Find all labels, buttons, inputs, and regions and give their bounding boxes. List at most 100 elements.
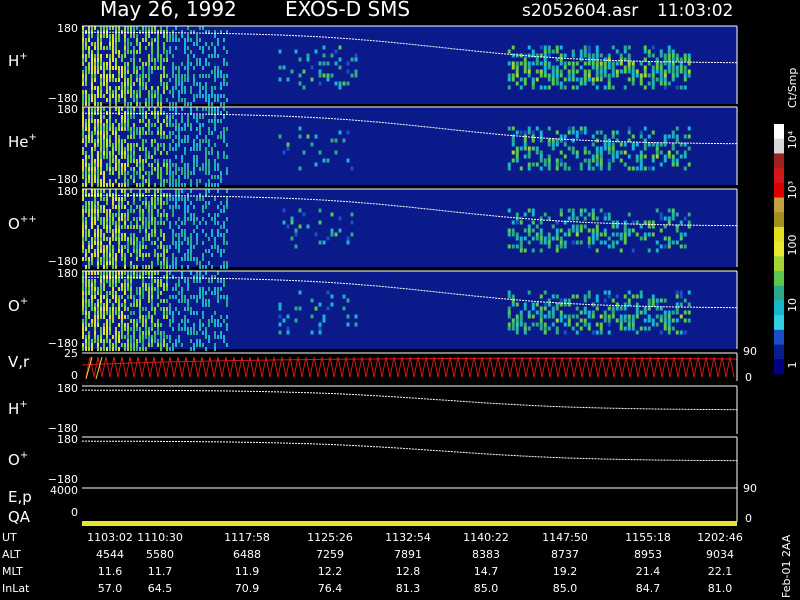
colorbar-swatch bbox=[774, 124, 784, 140]
ephemeris-cell: −74.4 bbox=[703, 598, 737, 600]
ephemeris-cell: 14.7 bbox=[474, 565, 499, 578]
label-vr-base: V bbox=[8, 353, 19, 371]
tick-bottom-o-plus-plus: −180 bbox=[48, 255, 78, 268]
ephemeris-cell: 57.0 bbox=[98, 582, 123, 595]
tick-top-o-plus: 180 bbox=[57, 267, 78, 280]
ephemeris-cell: 7891 bbox=[394, 548, 422, 561]
ep-ytick: 4000 bbox=[50, 484, 78, 497]
ephemeris-cell: 1132:54 bbox=[385, 531, 431, 544]
panel-o-plus: 180 −180 O+ bbox=[8, 267, 738, 351]
ephemeris-cell: −80.2 bbox=[631, 598, 665, 600]
ephemeris-cell: 70.9 bbox=[235, 582, 260, 595]
ephemeris-cell: −83.8 bbox=[469, 598, 503, 600]
ephemeris-row-label: MLT bbox=[2, 565, 23, 578]
plot-instrument: EXOS-D SMS bbox=[285, 0, 410, 21]
panel-o-line: 180 −180 O+ bbox=[8, 433, 738, 486]
colorbar-swatch bbox=[774, 138, 784, 154]
ephemeris-cell: 1155:18 bbox=[625, 531, 671, 544]
ephemeris-cell: 21.4 bbox=[636, 565, 661, 578]
colorbar-swatch bbox=[774, 315, 784, 331]
plot-time: 11:03:02 bbox=[657, 1, 733, 21]
ephemeris-cell: 76.4 bbox=[318, 582, 343, 595]
ephemeris-cell: −62.2 bbox=[230, 598, 264, 600]
panel-background-o-plus-plus bbox=[82, 189, 737, 267]
ephemeris-cell: 7259 bbox=[316, 548, 344, 561]
panel-background-h-plus bbox=[82, 26, 737, 104]
ephemeris-cell: 8737 bbox=[551, 548, 579, 561]
tick-top-h-plus: 180 bbox=[57, 22, 78, 35]
label-o-plus-plus-sup: ++ bbox=[20, 214, 37, 225]
colorbar-swatch bbox=[774, 197, 784, 213]
colorbar-swatch bbox=[774, 359, 784, 375]
colorbar-tick: 10⁴ bbox=[786, 130, 799, 149]
label-he-plus-sup: + bbox=[29, 132, 37, 143]
colorbar-swatch bbox=[774, 271, 784, 287]
ephemeris-table: UT 1103:02 1110:30 1117:58 1125:26 1132:54 114… bbox=[2, 531, 743, 600]
tick-bottom-o-plus: −180 bbox=[48, 337, 78, 350]
colorbar-swatch bbox=[774, 182, 784, 199]
qa-right-tick: 0 bbox=[745, 512, 752, 525]
colorbar-swatch bbox=[774, 344, 784, 360]
ephemeris-cell: −84.9 bbox=[548, 598, 582, 600]
trend-line-o-plus-plus bbox=[81, 194, 738, 227]
h-line-tick-top: 180 bbox=[57, 382, 78, 395]
ephemeris-row-label: InLat bbox=[2, 582, 30, 595]
ephemeris-cell: −77.9 bbox=[391, 598, 425, 600]
trend-line-he-plus bbox=[81, 112, 738, 145]
ephemeris-cell: 1147:50 bbox=[542, 531, 588, 544]
label-o-line: O+ bbox=[8, 450, 28, 469]
ephemeris-cell: 1140:22 bbox=[463, 531, 509, 544]
tick-top-he-plus: 180 bbox=[57, 103, 78, 116]
vr-ymax: 25 bbox=[64, 347, 78, 360]
o-line-tick-bottom: −180 bbox=[48, 473, 78, 486]
ephemeris-row-label: MLat bbox=[2, 598, 29, 600]
ephemeris-cell: −70.6 bbox=[313, 598, 347, 600]
panel-he-plus: 180 −180 He+ bbox=[8, 103, 738, 187]
plot-file: s2052604.asr bbox=[522, 1, 638, 21]
label-h-plus-sup: + bbox=[19, 51, 27, 62]
ephemeris-cell: 84.7 bbox=[636, 582, 661, 595]
ephemeris-cell: −52.6 bbox=[143, 598, 177, 600]
ep-right-tick: 90 bbox=[743, 482, 757, 495]
ephemeris-cell: 1125:26 bbox=[307, 531, 353, 544]
vr-trend bbox=[81, 357, 738, 366]
colorbar-swatch bbox=[774, 153, 784, 169]
ephemeris-cell: 81.0 bbox=[708, 582, 733, 595]
vr-series bbox=[85, 356, 735, 378]
ephemeris-cell: 8953 bbox=[634, 548, 662, 561]
colorbar-swatch bbox=[774, 241, 784, 257]
label-o-plus-sup: + bbox=[20, 296, 28, 307]
label-ep: E,p bbox=[8, 488, 32, 506]
colorbar-swatch bbox=[774, 168, 784, 184]
label-h-plus-base: H bbox=[8, 52, 19, 70]
h-line-trend bbox=[81, 389, 738, 411]
colorbar: Ct/Smp 10⁴ 10³ 100 10 1 bbox=[774, 68, 799, 375]
trend-line-h-plus bbox=[81, 31, 738, 64]
ephemeris-cell: 64.5 bbox=[148, 582, 173, 595]
o-line-tick-top: 180 bbox=[57, 433, 78, 446]
panel-o-plus-plus: 180 −180 O++ bbox=[8, 185, 738, 269]
ephemeris-cell: 85.0 bbox=[553, 582, 578, 595]
colorbar-swatch bbox=[774, 329, 784, 346]
ephemeris-cell: 1202:46 bbox=[697, 531, 743, 544]
ephemeris-row-label: UT bbox=[2, 531, 17, 544]
label-vr: V,r bbox=[8, 353, 30, 371]
colorbar-swatch bbox=[774, 256, 784, 272]
colorbar-swatch bbox=[774, 300, 784, 316]
label-vr-rest: ,r bbox=[18, 353, 30, 371]
label-he-plus: He+ bbox=[8, 132, 37, 151]
tick-top-o-plus-plus: 180 bbox=[57, 185, 78, 198]
label-qa: QA bbox=[8, 508, 31, 526]
ephemeris-cell: 1103:02 bbox=[87, 531, 133, 544]
ephemeris-cell: 11.7 bbox=[148, 565, 173, 578]
label-he-plus-base: He bbox=[8, 133, 29, 151]
label-h-line-base: H bbox=[8, 400, 19, 418]
ephemeris-cell: 11.9 bbox=[235, 565, 260, 578]
o-line-trend bbox=[81, 440, 738, 462]
h-line-tick-bottom: −180 bbox=[48, 422, 78, 435]
ephemeris-cell: 1117:58 bbox=[224, 531, 270, 544]
panel-h-plus: 180 −180 H+ bbox=[8, 22, 738, 106]
